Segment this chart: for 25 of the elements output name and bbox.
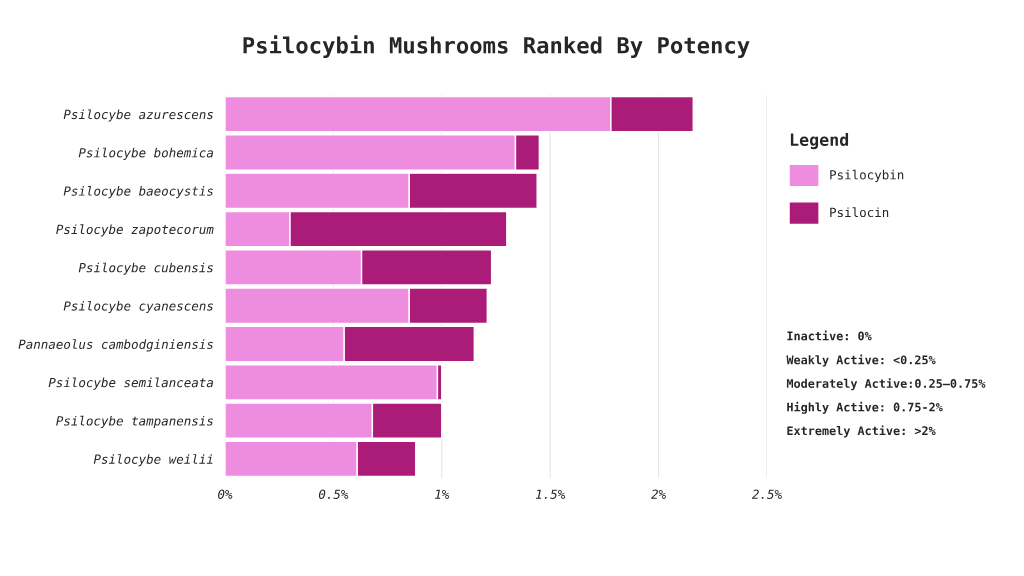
x-tick-label: 0.5% — [318, 489, 349, 499]
text: Inactive: 0% — [787, 330, 872, 341]
x-tick-label: 1% — [435, 489, 450, 499]
x-tick-label: 2% — [651, 489, 666, 499]
y-tick-label: Psilocybe bohemica — [78, 147, 213, 160]
x-tick-label: 2.5% — [751, 489, 782, 499]
y-tick-label: Psilocybe semilanceata — [48, 377, 213, 390]
text: Moderately Active:0.25–0.75% — [786, 378, 986, 391]
text: Weakly Active: <0.25% — [786, 354, 936, 367]
y-tick-label: Psilocybe cubensis — [78, 262, 213, 275]
y-tick-label: Pannaeolus cambodginiensis — [18, 339, 213, 352]
y-tick-label: Psilocybe weilii — [93, 454, 213, 467]
legend-label: Psilocybin — [830, 169, 904, 182]
legend-label: Psilocin — [830, 207, 889, 218]
y-tick-label: Psilocybe zapotecorum — [56, 224, 214, 237]
legend-title: Legend — [790, 133, 849, 150]
y-tick-label: Psilocybe tampanensis — [56, 415, 213, 429]
y-tick-label: Psilocybe baeocystis — [63, 186, 213, 199]
text: Extremely Active: >2% — [787, 425, 936, 438]
x-tick-label: 0% — [218, 489, 233, 499]
chart-title: Psilocybin Mushrooms Ranked By Potency — [243, 35, 750, 58]
x-tick-label: 1.5% — [535, 489, 566, 499]
y-tick-label: Psilocybe azurescens — [63, 109, 213, 122]
text: Highly Active: 0.75-2% — [787, 401, 943, 414]
y-tick-label: Psilocybe cyanescens — [63, 300, 213, 314]
